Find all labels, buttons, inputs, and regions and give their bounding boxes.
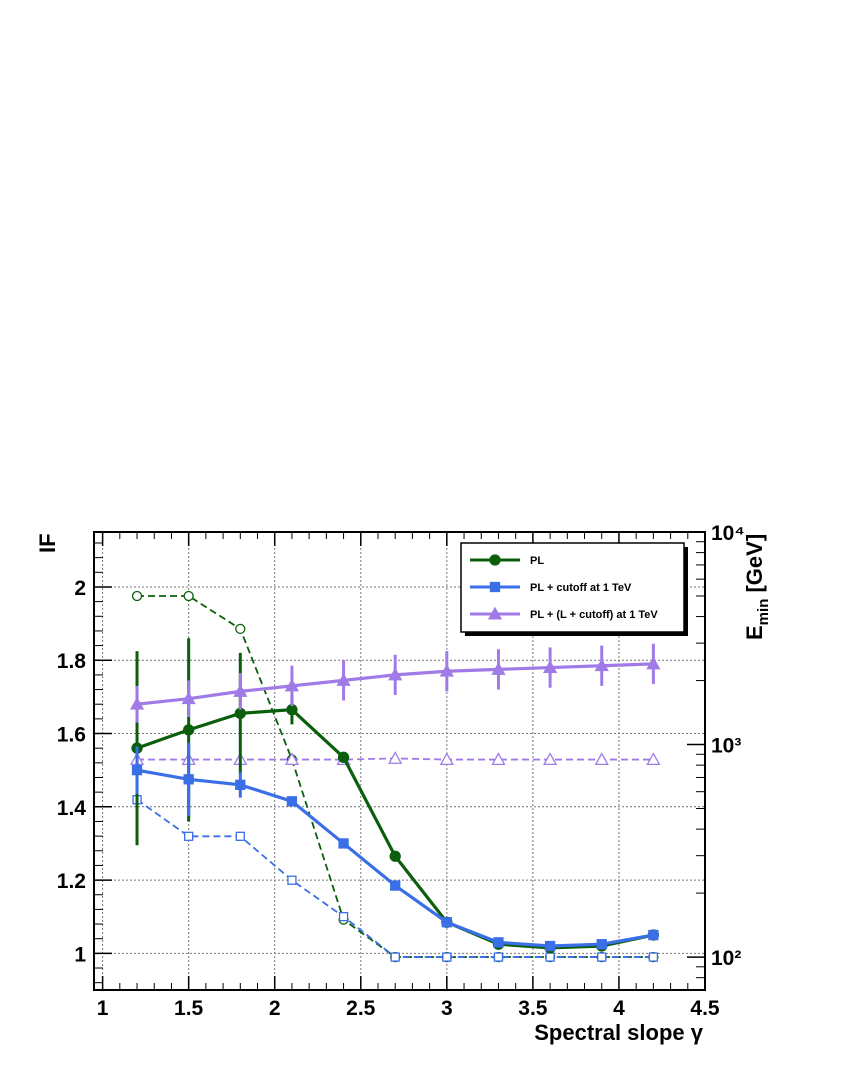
series-point-1 xyxy=(235,779,246,790)
series-point-1 xyxy=(596,939,607,950)
emin-point-1 xyxy=(338,911,349,922)
series-point-2 xyxy=(594,658,609,672)
plot-frame xyxy=(93,531,706,991)
legend-label-2: PL + (L + cutoff) at 1 TeV xyxy=(530,609,658,621)
series-point-2 xyxy=(233,684,248,697)
emin-line-0 xyxy=(137,595,654,958)
emin-point-2 xyxy=(439,752,454,765)
series-point-1 xyxy=(286,796,298,807)
emin-point-0 xyxy=(183,590,194,602)
legend: PL PL + cutoff at 1 TeV PL + (L + cutoff) … xyxy=(460,542,688,636)
series-point-0 xyxy=(234,707,246,720)
x-tick-label: 2.5 xyxy=(346,997,376,1020)
legend-marker-1 xyxy=(489,581,501,593)
x-tick-label: 1.5 xyxy=(174,997,204,1020)
series-point-1 xyxy=(544,940,556,952)
series-point-2 xyxy=(284,678,300,692)
emin-point-2 xyxy=(388,751,403,764)
emin-point-0 xyxy=(131,590,143,602)
y-tick-label: 1.6 xyxy=(57,724,86,747)
series-point-1 xyxy=(441,917,452,928)
y-tick-label: 1.2 xyxy=(57,870,86,893)
emin-point-2 xyxy=(284,752,300,765)
y2-tick-label: 10⁴ xyxy=(711,522,745,545)
emin-point-1 xyxy=(235,831,245,841)
series-point-0 xyxy=(286,704,298,716)
x-tick-label: 1 xyxy=(97,997,109,1020)
series-point-1 xyxy=(338,838,349,849)
legend-label-1: PL + cutoff at 1 TeV xyxy=(530,582,632,594)
series-point-2 xyxy=(129,696,145,710)
series-point-2 xyxy=(646,656,661,670)
emin-point-1 xyxy=(493,952,504,962)
series-point-1 xyxy=(183,774,194,785)
emin-point-1 xyxy=(184,831,194,841)
emin-point-1 xyxy=(648,952,659,962)
emin-point-1 xyxy=(545,952,555,962)
x-axis-title: Spectral slope γ xyxy=(534,1020,704,1045)
series-point-0 xyxy=(389,850,401,862)
emin-point-0 xyxy=(235,623,246,635)
x-tick-label: 3.5 xyxy=(518,997,548,1020)
axis-ticks: 1 1.5 2 2.5 3 3.5 4 4.5 1 1.2 1.4 1.6 1.8 2 10² 10³ 10⁴ xyxy=(57,522,745,1020)
series-point-2 xyxy=(388,667,403,681)
emin-point-2 xyxy=(491,752,506,765)
series-point-2 xyxy=(491,662,506,675)
legend-label-0: PL xyxy=(530,555,544,567)
y-axis-title: IF xyxy=(35,533,60,553)
series-point-2 xyxy=(181,691,196,705)
series-point-1 xyxy=(648,929,659,941)
y-tick-label: 1 xyxy=(74,943,86,966)
emin-point-2 xyxy=(646,752,661,765)
series-point-1 xyxy=(390,880,401,891)
series-point-2 xyxy=(542,660,558,674)
emin-series xyxy=(129,590,661,963)
y-tick-label: 2 xyxy=(74,577,86,600)
series-point-2 xyxy=(439,663,454,677)
y2-tick-label: 10³ xyxy=(711,735,741,758)
emin-point-1 xyxy=(390,952,400,962)
x-tick-label: 4.5 xyxy=(690,997,720,1020)
y-tick-label: 1.8 xyxy=(57,650,87,673)
series-point-1 xyxy=(493,937,504,948)
y2-tick-label: 10² xyxy=(711,947,741,970)
emin-point-1 xyxy=(287,875,297,885)
y2-axis-title: Emin [GeV] xyxy=(742,534,772,640)
emin-point-1 xyxy=(442,952,452,962)
legend-marker-0 xyxy=(489,554,501,566)
series-point-1 xyxy=(131,765,143,776)
emin-line-1 xyxy=(136,798,654,958)
emin-point-2 xyxy=(594,752,609,765)
series-point-2 xyxy=(336,673,351,686)
x-tick-label: 4 xyxy=(613,997,625,1020)
legend-marker-2 xyxy=(487,606,503,620)
series-point-0 xyxy=(183,724,195,736)
emin-point-2 xyxy=(542,752,558,765)
if-series xyxy=(129,638,661,954)
x-tick-label: 2 xyxy=(269,997,281,1020)
series-point-0 xyxy=(337,751,350,763)
x-tick-label: 3 xyxy=(441,997,453,1020)
y-tick-label: 1.4 xyxy=(57,797,87,820)
series-line-0 xyxy=(136,708,654,950)
emin-point-1 xyxy=(597,952,607,962)
